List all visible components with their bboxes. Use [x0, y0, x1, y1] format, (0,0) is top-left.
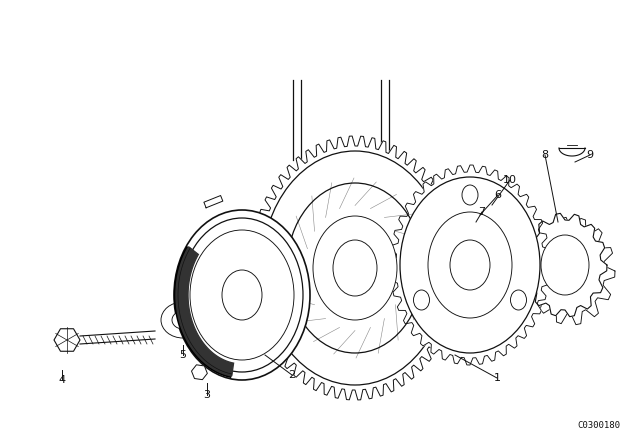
Ellipse shape — [450, 240, 490, 290]
Text: 6: 6 — [495, 190, 502, 200]
Text: 10: 10 — [503, 175, 517, 185]
Ellipse shape — [181, 218, 303, 372]
Polygon shape — [381, 80, 389, 165]
Ellipse shape — [174, 210, 310, 380]
Ellipse shape — [190, 230, 294, 360]
Ellipse shape — [413, 290, 429, 310]
Polygon shape — [176, 247, 234, 376]
Ellipse shape — [333, 240, 377, 296]
Polygon shape — [527, 217, 615, 325]
Text: 5: 5 — [179, 350, 186, 360]
Text: 9: 9 — [586, 150, 593, 160]
Text: 4: 4 — [58, 375, 65, 385]
Ellipse shape — [462, 185, 478, 205]
Ellipse shape — [222, 270, 262, 320]
Polygon shape — [250, 136, 460, 400]
Text: 2: 2 — [289, 370, 296, 380]
Ellipse shape — [541, 235, 589, 295]
Ellipse shape — [313, 216, 397, 320]
Polygon shape — [559, 148, 585, 156]
Ellipse shape — [172, 311, 194, 329]
Ellipse shape — [511, 290, 527, 310]
Ellipse shape — [428, 212, 512, 318]
Text: C0300180: C0300180 — [577, 421, 620, 430]
Text: 3: 3 — [204, 390, 211, 400]
Ellipse shape — [400, 177, 540, 353]
Polygon shape — [204, 195, 223, 208]
Polygon shape — [390, 165, 550, 365]
Text: 7: 7 — [479, 207, 486, 217]
Polygon shape — [80, 331, 155, 344]
Ellipse shape — [262, 151, 448, 385]
Text: 1: 1 — [493, 373, 500, 383]
Ellipse shape — [287, 183, 423, 353]
Polygon shape — [523, 213, 607, 317]
Text: 8: 8 — [541, 150, 548, 160]
Ellipse shape — [161, 302, 205, 338]
Polygon shape — [293, 80, 301, 160]
